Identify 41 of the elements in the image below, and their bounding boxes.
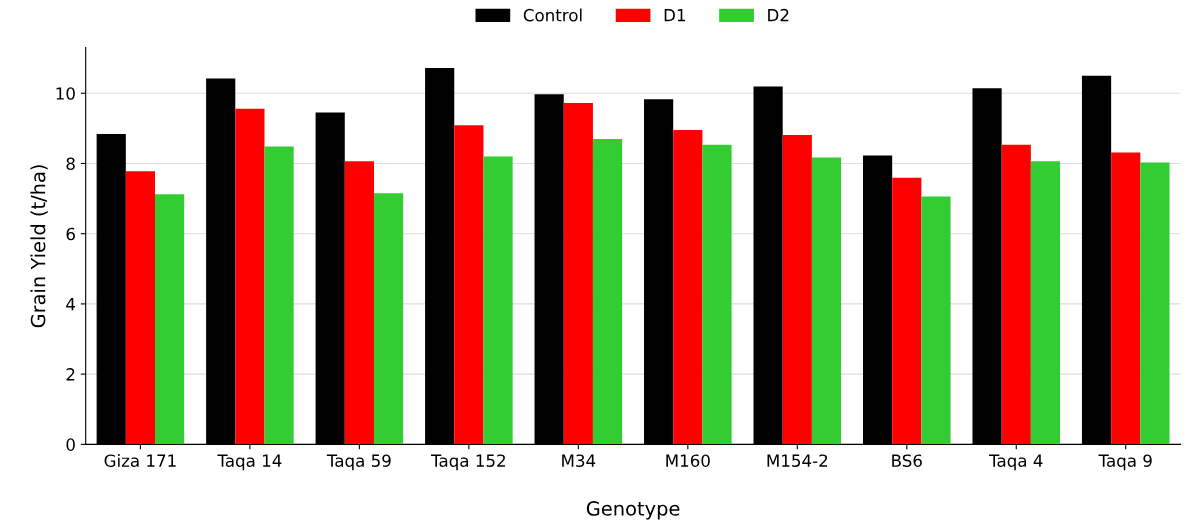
bar <box>125 171 156 445</box>
bar <box>1030 161 1061 445</box>
bar <box>1111 152 1141 445</box>
x-axis-title: Genotype <box>586 501 680 520</box>
bar <box>1140 162 1170 445</box>
bar <box>782 135 812 445</box>
bar <box>1001 144 1031 445</box>
x-tick-label: M160 <box>666 454 710 467</box>
x-tick-label: M34 <box>562 454 596 467</box>
bar <box>373 193 404 445</box>
bar <box>155 194 185 445</box>
legend-label: D1 <box>664 9 685 22</box>
bar <box>235 108 265 445</box>
x-tick-label: Taqa 9 <box>1098 454 1152 471</box>
x-tick-label: Taqa 152 <box>431 454 505 471</box>
x-tick-label: M154-2 <box>767 454 828 467</box>
bar <box>892 177 922 445</box>
legend-label: D2 <box>768 8 789 22</box>
y-axis-title: Grain Yield (t/ha) <box>30 165 48 328</box>
bar <box>921 196 951 445</box>
x-tick-label: Taqa 59 <box>326 454 391 471</box>
y-tick-label: 2 <box>66 368 75 381</box>
bar <box>483 156 513 445</box>
x-tick-label: Taqa 14 <box>217 454 282 471</box>
y-tick-label: 10 <box>56 87 75 100</box>
y-tick-label: 6 <box>66 227 75 241</box>
bar <box>344 161 374 445</box>
y-tick-label: 0 <box>66 438 75 451</box>
bar <box>264 146 294 445</box>
bar <box>454 125 484 445</box>
y-tick-label: 4 <box>66 298 76 311</box>
bar <box>811 157 842 445</box>
x-tick-label: Taqa 4 <box>989 454 1043 471</box>
x-tick-label: Giza 171 <box>104 454 176 467</box>
y-tick-label: 8 <box>66 157 75 171</box>
legend-label: Control <box>523 8 582 22</box>
bar <box>673 130 703 445</box>
bar <box>592 138 623 445</box>
bar <box>702 144 732 445</box>
x-tick-label: BS6 <box>892 454 922 467</box>
bar <box>563 103 593 445</box>
